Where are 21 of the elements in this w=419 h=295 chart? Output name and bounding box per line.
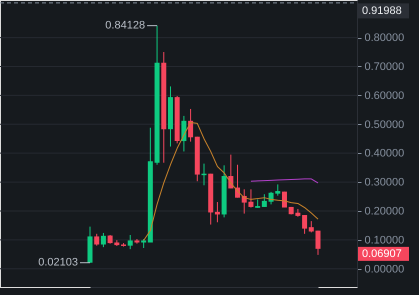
annotation: 0.84128	[105, 20, 146, 32]
text: 0.06907	[362, 248, 402, 260]
ref-line-label: 0.91988	[362, 4, 402, 17]
y-tick-label: 0.30000	[364, 176, 404, 189]
y-tick-label: 0.50000	[364, 118, 404, 131]
y-tick-label: 0.60000	[364, 90, 404, 102]
y-tick-label: 0.10000	[364, 234, 404, 246]
candlestick	[275, 184, 280, 196]
y-tick-label: 0.40000	[364, 148, 404, 160]
candlestick	[94, 233, 100, 246]
candlestick	[202, 163, 206, 186]
text: 0.02103	[38, 256, 78, 269]
candlestick	[128, 234, 133, 250]
y-tick-label: 0.80000	[364, 32, 404, 44]
y-tick-label: 0.70000	[364, 60, 404, 73]
candlestick	[214, 202, 220, 223]
candlestick	[248, 188, 254, 208]
y-tick-label: 0.20000	[364, 205, 404, 218]
candlestick	[188, 108, 194, 142]
candlestick	[100, 232, 106, 248]
y-tick-label: 0.00000	[364, 263, 404, 276]
